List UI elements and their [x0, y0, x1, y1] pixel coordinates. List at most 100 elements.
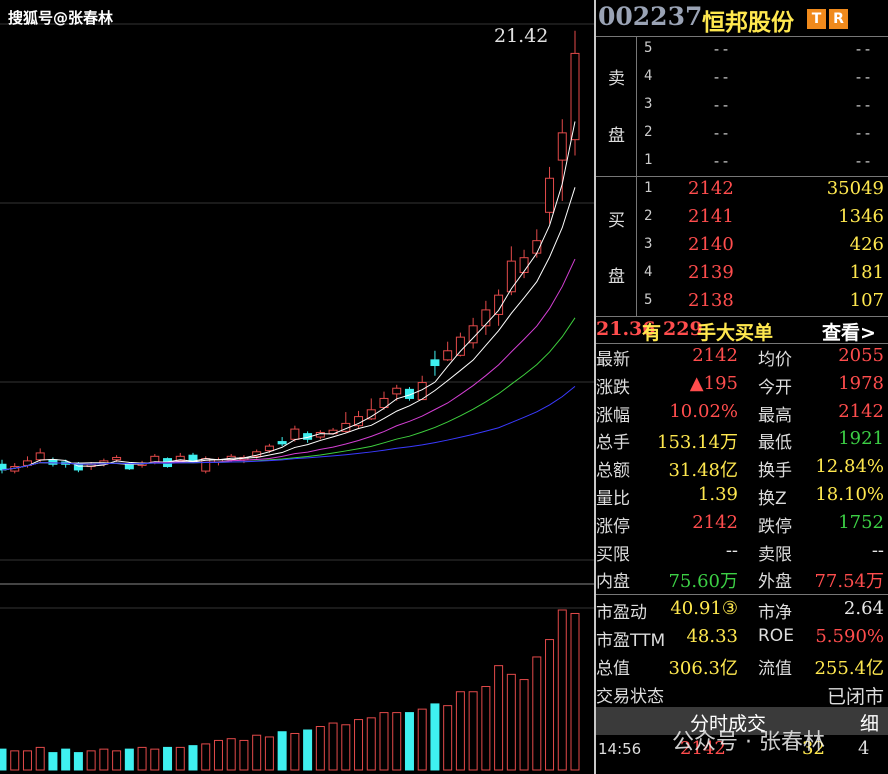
- volume-bar: [532, 656, 542, 771]
- stat-value: 2055: [838, 345, 884, 366]
- stat-label: 卖限: [758, 544, 792, 565]
- stat-label: 涨幅: [596, 405, 630, 426]
- buy-price[interactable]: 2141: [688, 206, 734, 227]
- volume-bar: [328, 722, 338, 771]
- sell-price: --: [712, 40, 731, 58]
- volume-bar: [86, 750, 96, 771]
- volume-bar: [35, 746, 45, 771]
- tick-tab-bar[interactable]: 分时成交 细: [596, 707, 888, 735]
- kline-chart[interactable]: [0, 0, 594, 774]
- buy-label-2: 盘: [608, 267, 625, 287]
- ma-line: [1, 121, 576, 471]
- volume-bar: [430, 703, 440, 771]
- volume-bar: [73, 752, 83, 771]
- trade-status-value: 已闭市: [826, 686, 884, 708]
- volume-bar: [252, 734, 262, 771]
- t-badge[interactable]: T: [807, 9, 826, 29]
- volume-bar: [22, 750, 32, 771]
- volume-bar: [137, 746, 147, 771]
- volume-bar: [264, 736, 274, 771]
- stat-value: 1.39: [697, 484, 738, 505]
- sell-level: 5: [644, 40, 653, 56]
- buy-price[interactable]: 2139: [688, 262, 734, 283]
- volume-bar: [455, 691, 465, 771]
- fund-label: 市盈TTM: [596, 631, 666, 651]
- stat-label: 今开: [758, 377, 792, 398]
- stat-value: 1752: [838, 511, 884, 533]
- fund-label: ROE: [758, 626, 794, 646]
- volume-bar: [468, 691, 478, 771]
- fund-value: 5.590%: [815, 626, 884, 647]
- sell-level: 2: [644, 124, 653, 140]
- buy-price[interactable]: 2142: [688, 178, 734, 199]
- stat-label: 换手: [758, 461, 792, 482]
- fund-value: 306.3亿: [668, 658, 738, 679]
- stat-label: 内盘: [596, 572, 630, 593]
- ma-line: [1, 258, 576, 471]
- ma-line: [1, 317, 576, 471]
- candle-body: [112, 456, 122, 461]
- stat-value: 12.84%: [815, 456, 884, 478]
- volume-bar: [124, 748, 134, 771]
- fund-value: 40.91③: [670, 598, 738, 619]
- watermark-secondary: 公众号 · 张春林: [672, 730, 825, 755]
- volume-bar: [443, 705, 453, 771]
- high-price-label: 21.42: [494, 25, 549, 47]
- sell-price: --: [712, 68, 731, 86]
- stat-value: 18.10%: [815, 484, 884, 505]
- quote-panel: 002237 恒邦股份 T R 卖 盘 5 -- -- 4 -- -- 3 -- -…: [596, 0, 888, 774]
- buy-price[interactable]: 2140: [688, 234, 734, 255]
- candle-body: [188, 454, 198, 462]
- stat-value: 2142: [838, 400, 884, 422]
- fund-value: 2.64: [843, 598, 884, 619]
- sell-volume: --: [854, 96, 873, 114]
- tab-tick-trades[interactable]: 分时成交: [690, 713, 767, 735]
- buy-price[interactable]: 2138: [688, 290, 734, 311]
- big-order-text: 手大买单: [697, 322, 774, 344]
- volume-bar: [48, 752, 58, 771]
- candle-body: [150, 455, 160, 463]
- volume-bar: [404, 712, 414, 771]
- buy-level: 2: [644, 208, 653, 224]
- tick-time: 14:56: [598, 740, 642, 758]
- candle-body: [570, 52, 580, 141]
- ma-line: [1, 385, 576, 471]
- candle-body: [392, 387, 402, 395]
- stock-code: 002237: [598, 2, 703, 31]
- volume-bar: [175, 746, 185, 771]
- kline-chart-pane[interactable]: 搜狐号@张春林 21.42: [0, 0, 594, 774]
- big-order-row[interactable]: 21.36 有 229 手大买单 查看>: [596, 318, 888, 344]
- fund-label: 市净: [758, 603, 792, 623]
- candle-body: [455, 336, 465, 356]
- stat-label: 总额: [596, 461, 630, 482]
- big-order-count: 229: [663, 318, 703, 340]
- fund-label: 流值: [758, 659, 792, 679]
- stat-value: 75.60万: [668, 571, 738, 593]
- fund-label: 市盈动: [596, 603, 647, 623]
- stat-label: 均价: [758, 350, 792, 370]
- r-badge[interactable]: R: [829, 9, 848, 29]
- stat-label: 最低: [758, 433, 792, 454]
- candle-body: [277, 441, 287, 445]
- buy-volume: 181: [849, 262, 884, 283]
- stock-name: 恒邦股份: [702, 10, 794, 36]
- volume-bar: [557, 609, 567, 771]
- volume-bar: [150, 748, 160, 771]
- stat-value: ▲195: [689, 372, 738, 394]
- tab-detail[interactable]: 细: [860, 713, 880, 735]
- trade-status-label: 交易状态: [596, 687, 664, 707]
- buy-level: 1: [644, 180, 653, 196]
- sell-price: --: [712, 96, 731, 114]
- stat-label: 涨跌: [596, 377, 630, 398]
- ma-line: [1, 187, 576, 471]
- big-order-link[interactable]: 查看>: [822, 322, 876, 344]
- volume-bar: [61, 748, 71, 771]
- volume-bar: [239, 739, 249, 771]
- fund-label: 总值: [596, 659, 630, 679]
- candle-body: [443, 350, 453, 361]
- buy-volume: 426: [849, 234, 884, 255]
- candle-body: [557, 132, 567, 161]
- sell-price: --: [712, 124, 731, 142]
- candle-body: [519, 257, 529, 273]
- sell-volume: --: [854, 68, 873, 86]
